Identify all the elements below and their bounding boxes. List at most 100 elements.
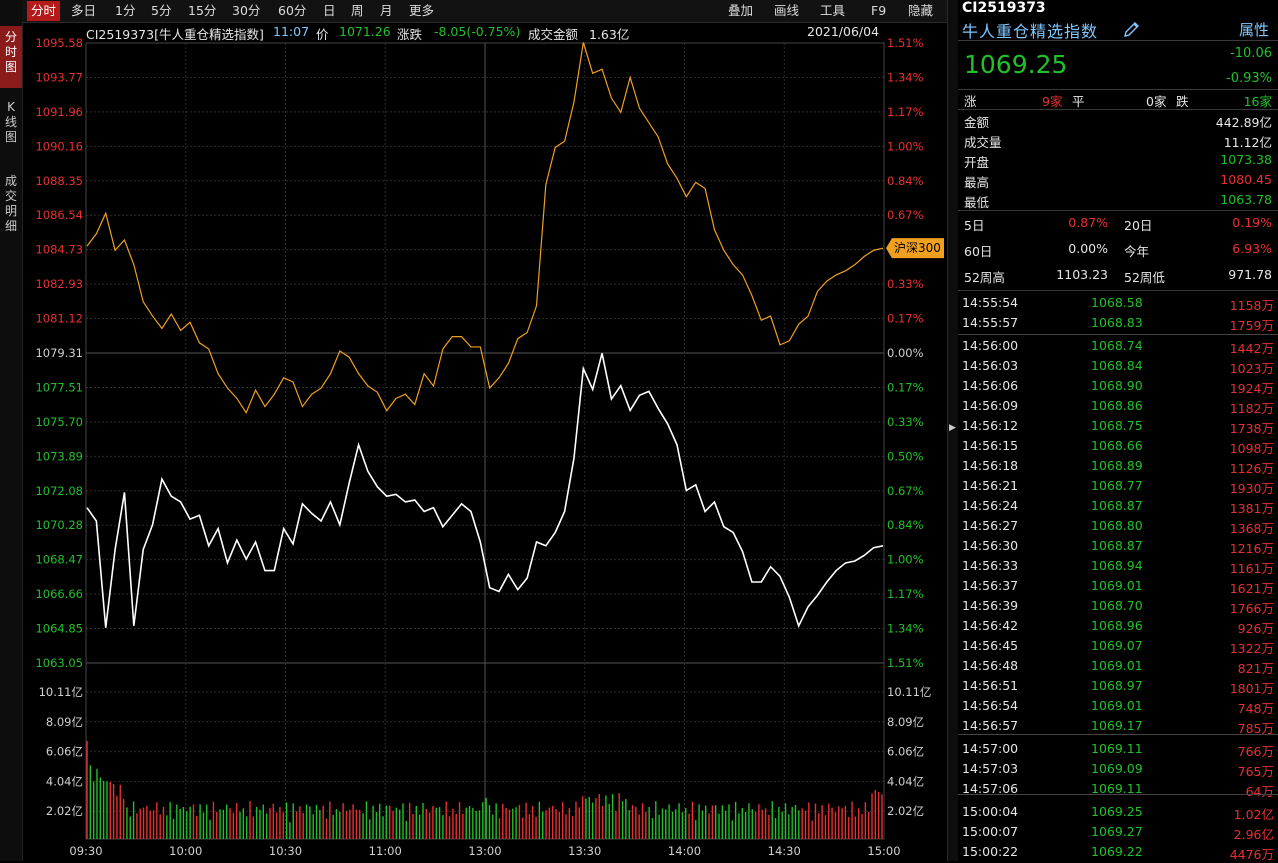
price-label: 价 bbox=[316, 27, 329, 42]
period-label: 20日 bbox=[1124, 218, 1153, 233]
tick-row: 14:56:24 1068.87 1381万 bbox=[958, 496, 1274, 516]
tab-multiday[interactable]: 多日 bbox=[71, 3, 97, 18]
tab-week[interactable]: 周 bbox=[351, 3, 364, 18]
period-value: 6.93% bbox=[1232, 241, 1272, 256]
price-axis-label: 1091.96 bbox=[35, 105, 83, 119]
volume-axis-label: 8.09亿 bbox=[887, 715, 924, 729]
period-label: 60日 bbox=[964, 244, 993, 259]
tick-volume: 1126万 bbox=[1229, 461, 1274, 476]
volume-axis-label: 10.11亿 bbox=[887, 685, 931, 699]
f9-button[interactable]: F9 bbox=[871, 3, 887, 18]
price-change-pct: -0.93% bbox=[1226, 71, 1272, 86]
tab-30min[interactable]: 30分 bbox=[232, 3, 261, 18]
tab-more[interactable]: 更多 bbox=[409, 3, 435, 18]
divider bbox=[958, 89, 1278, 90]
pct-axis-label: 1.17% bbox=[887, 587, 924, 601]
tick-row: 15:00:07 1069.27 2.96亿 bbox=[958, 822, 1274, 842]
tick-volume: 1766万 bbox=[1229, 601, 1274, 616]
period-value: 0.00% bbox=[1068, 241, 1108, 256]
tick-volume: 766万 bbox=[1237, 744, 1274, 759]
tick-volume: 1930万 bbox=[1229, 481, 1274, 496]
stat-row: 开盘 1073.38 bbox=[962, 150, 1274, 170]
pct-axis-label: 1.17% bbox=[887, 105, 924, 119]
tick-row: 14:56:51 1068.97 1801万 bbox=[958, 676, 1274, 696]
stat-value: 1073.38 bbox=[1220, 152, 1272, 167]
attr-button[interactable]: 属性 bbox=[1239, 21, 1270, 39]
cursor-time: 11:07 bbox=[273, 24, 310, 39]
stat-row: 最低 1063.78 bbox=[962, 190, 1274, 210]
expand-arrow-icon[interactable]: ▶ bbox=[949, 423, 956, 433]
volume-axis-label: 10.11亿 bbox=[39, 685, 83, 699]
sidebar-item-timeshare[interactable]: 分时图 bbox=[0, 26, 22, 88]
tab-15min[interactable]: 15分 bbox=[188, 3, 217, 18]
tick-row: 14:55:57 1068.83 1759万 bbox=[958, 313, 1274, 333]
tick-price: 1069.27 bbox=[1091, 824, 1143, 839]
tick-time: 14:56:57 bbox=[962, 718, 1019, 733]
tick-time: 15:00:22 bbox=[962, 844, 1019, 859]
tick-volume: 1161万 bbox=[1229, 561, 1274, 576]
price-axis-label: 1088.35 bbox=[35, 174, 83, 188]
tick-time: 14:56:51 bbox=[962, 678, 1019, 693]
edit-pencil-icon[interactable] bbox=[1122, 20, 1142, 43]
period-label: 5日 bbox=[964, 218, 985, 233]
period-label: 52周低 bbox=[1124, 270, 1165, 285]
period-value: 971.78 bbox=[1228, 267, 1272, 282]
tab-day[interactable]: 日 bbox=[323, 3, 336, 18]
tick-row: 14:56:06 1068.90 1924万 bbox=[958, 376, 1274, 396]
stat-value: 442.89亿 bbox=[1215, 115, 1272, 130]
hide-button[interactable]: 隐藏 bbox=[908, 3, 934, 18]
tick-price: 1068.90 bbox=[1091, 378, 1143, 393]
series-line-index bbox=[86, 353, 884, 628]
pct-axis-label: 1.00% bbox=[887, 139, 924, 153]
tick-row: 14:56:18 1068.89 1126万 bbox=[958, 456, 1274, 476]
tick-price: 1069.11 bbox=[1091, 781, 1143, 796]
tick-time: 15:00:04 bbox=[962, 804, 1019, 819]
draw-line-button[interactable]: 画线 bbox=[774, 3, 800, 18]
tick-row: 14:56:21 1068.77 1930万 bbox=[958, 476, 1274, 496]
tick-row: 14:55:54 1068.58 1158万 bbox=[958, 293, 1274, 313]
tick-row: 14:57:03 1069.09 765万 bbox=[958, 759, 1274, 779]
tab-60min[interactable]: 60分 bbox=[278, 3, 307, 18]
tick-price: 1068.70 bbox=[1091, 598, 1143, 613]
price-axis-label: 1093.77 bbox=[35, 70, 83, 84]
tick-price: 1068.74 bbox=[1091, 338, 1143, 353]
tick-row: 14:56:48 1069.01 821万 bbox=[958, 656, 1274, 676]
tick-time: 14:56:27 bbox=[962, 518, 1019, 533]
tab-1min[interactable]: 1分 bbox=[115, 3, 136, 18]
stat-label: 最高 bbox=[964, 175, 990, 190]
price-axis-label: 1063.05 bbox=[35, 656, 83, 670]
tick-volume: 64万 bbox=[1245, 784, 1274, 799]
tick-price: 1068.87 bbox=[1091, 498, 1143, 513]
tick-price: 1068.66 bbox=[1091, 438, 1143, 453]
overlay-button[interactable]: 叠加 bbox=[728, 3, 754, 18]
tick-row: 14:56:00 1068.74 1442万 bbox=[958, 336, 1274, 356]
time-axis-label: 10:30 bbox=[269, 844, 302, 858]
time-axis-label: 15:00 bbox=[867, 844, 900, 858]
tab-month[interactable]: 月 bbox=[380, 3, 393, 18]
tick-price: 1069.07 bbox=[1091, 638, 1143, 653]
tools-button[interactable]: 工具 bbox=[820, 3, 846, 18]
tick-volume: 765万 bbox=[1237, 764, 1274, 779]
tick-volume: 1442万 bbox=[1229, 341, 1274, 356]
tick-price: 1069.11 bbox=[1091, 741, 1143, 756]
tick-row: 14:56:39 1068.70 1766万 bbox=[958, 596, 1274, 616]
tick-time: 14:56:15 bbox=[962, 438, 1019, 453]
time-axis-label: 13:00 bbox=[468, 844, 501, 858]
tick-volume: 1023万 bbox=[1229, 361, 1274, 376]
price-axis-label: 1073.89 bbox=[35, 449, 83, 463]
tick-row: 14:56:03 1068.84 1023万 bbox=[958, 356, 1274, 376]
tab-5min[interactable]: 5分 bbox=[151, 3, 172, 18]
sidebar-item-trade-detail[interactable]: 成交明细 bbox=[4, 174, 17, 233]
tab-timeshare[interactable]: 分时 bbox=[27, 1, 61, 21]
time-axis-label: 10:00 bbox=[169, 844, 202, 858]
pct-axis-label: 1.34% bbox=[887, 70, 924, 84]
chart-frame bbox=[85, 42, 885, 840]
tick-volume: 1182万 bbox=[1229, 401, 1274, 416]
up-label: 涨 bbox=[964, 94, 977, 109]
tick-row: 14:56:30 1068.87 1216万 bbox=[958, 536, 1274, 556]
tick-price: 1069.25 bbox=[1091, 804, 1143, 819]
tick-row: 15:00:04 1069.25 1.02亿 bbox=[958, 802, 1274, 822]
intraday-chart[interactable]: 1095.58 1.51% 1093.77 1.34% 1091.96 1.17% 1090… bbox=[22, 22, 947, 861]
tick-row: 14:56:57 1069.17 785万 bbox=[958, 716, 1274, 736]
